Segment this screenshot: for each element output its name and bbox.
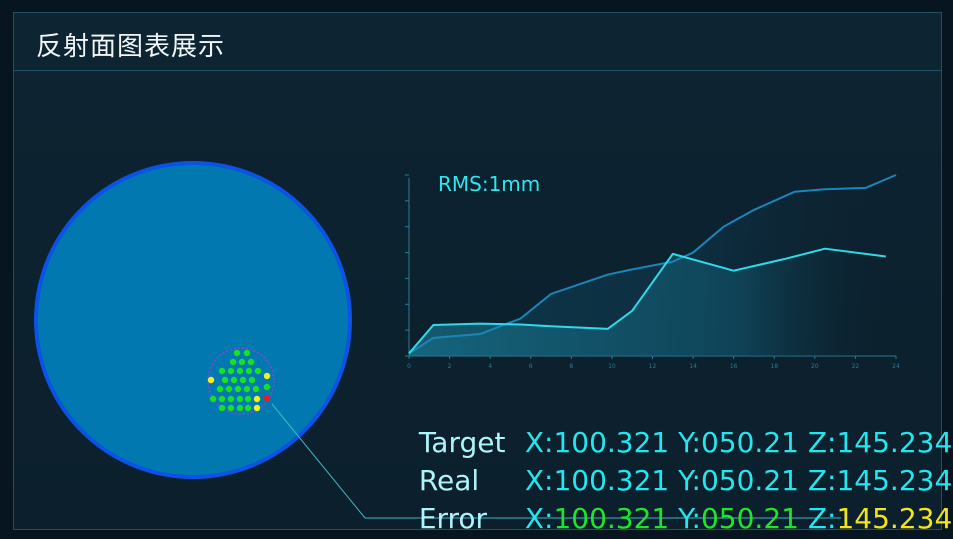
x-tick-label: 14	[689, 363, 697, 370]
error-row: Error X:100.321 Y:050.21 Z:145.234	[401, 469, 952, 535]
measurement-point	[244, 395, 252, 403]
measurement-point	[248, 376, 256, 384]
measurement-point	[244, 404, 252, 412]
measurement-point	[247, 358, 255, 366]
measurement-point	[263, 394, 271, 402]
real-x-value: 100.321	[553, 464, 670, 497]
error-y-value: 050.21	[700, 502, 799, 535]
measurement-point	[254, 367, 262, 375]
y-ticks	[405, 174, 409, 357]
measurement-point	[221, 376, 229, 384]
series-line-2	[408, 174, 897, 355]
measurement-point	[230, 376, 238, 384]
x-tick-label: 22	[852, 363, 860, 370]
measurement-point	[218, 367, 226, 375]
error-x-value: 100.321	[553, 502, 670, 535]
measurement-point	[229, 358, 237, 366]
real-z-key: Z:	[807, 464, 837, 497]
measurement-point	[227, 395, 235, 403]
error-x-key: X:	[524, 502, 554, 535]
target-label: Target	[418, 426, 506, 459]
measurement-point	[239, 376, 247, 384]
x-ticks: 0 2 4 6 8 10 12 14 16 18 20 22 24	[407, 356, 900, 370]
x-tick-label: 18	[770, 363, 778, 370]
rms-label: RMS:1mm	[438, 172, 541, 196]
measurement-point	[227, 404, 235, 412]
measurement-point	[218, 404, 226, 412]
error-z-value: 145.234	[836, 502, 953, 535]
measurement-point	[263, 372, 271, 380]
measurement-point	[243, 349, 251, 357]
measurement-point	[236, 395, 244, 403]
measurement-point	[253, 404, 261, 412]
x-tick-label: 16	[730, 363, 738, 370]
panel-header: 反射面图表展示	[14, 13, 941, 71]
zoom-ring[interactable]	[207, 347, 275, 415]
error-z-key: Z:	[807, 502, 837, 535]
reflector-surface[interactable]	[34, 161, 352, 479]
measurement-point	[236, 404, 244, 412]
measurement-point	[209, 395, 217, 403]
measurement-point	[252, 385, 260, 393]
x-tick-label: 24	[892, 363, 900, 370]
x-tick-label: 12	[649, 363, 657, 370]
x-tick-label: 20	[811, 363, 819, 370]
target-row: Target X:100.321 Y:050.21 Z:145.234	[401, 393, 952, 459]
real-y-key: Y:	[678, 464, 701, 497]
x-tick-label: 4	[488, 363, 492, 370]
target-y-value: 050.21	[700, 426, 799, 459]
measurement-point	[236, 367, 244, 375]
error-y-key: Y:	[678, 502, 701, 535]
measurement-point	[263, 383, 271, 391]
measurement-point	[225, 385, 233, 393]
measurement-point	[233, 349, 241, 357]
measurement-point	[234, 385, 242, 393]
real-y-value: 050.21	[700, 464, 799, 497]
measurement-point	[227, 367, 235, 375]
x-tick-label: 6	[529, 363, 533, 370]
target-z-key: Z:	[807, 426, 837, 459]
series-line-1	[408, 247, 886, 355]
measurement-point	[218, 395, 226, 403]
measurement-point	[253, 395, 261, 403]
page-title: 反射面图表展示	[36, 32, 226, 62]
real-x-key: X:	[524, 464, 554, 497]
x-tick-label: 0	[407, 363, 411, 370]
rms-chart: 0 2 4 6 8 10 12 14 16 18 20 22 24	[405, 174, 900, 370]
measurement-point	[207, 376, 215, 384]
target-z-value: 145.234	[836, 426, 953, 459]
measurement-point	[238, 358, 246, 366]
target-x-value: 100.321	[553, 426, 670, 459]
real-label: Real	[418, 464, 480, 497]
measurement-point	[216, 385, 224, 393]
target-y-key: Y:	[678, 426, 701, 459]
real-row: Real X:100.321 Y:050.21 Z:145.234	[401, 431, 952, 497]
x-tick-label: 2	[448, 363, 452, 370]
measurement-points	[207, 349, 271, 412]
real-z-value: 145.234	[836, 464, 953, 497]
x-tick-label: 8	[569, 363, 573, 370]
x-tick-label: 10	[608, 363, 616, 370]
measurement-point	[243, 385, 251, 393]
callout-leader-line	[271, 403, 841, 519]
measurement-point	[245, 367, 253, 375]
error-label: Error	[418, 502, 488, 535]
target-x-key: X:	[524, 426, 554, 459]
series-area-1	[409, 248, 886, 356]
